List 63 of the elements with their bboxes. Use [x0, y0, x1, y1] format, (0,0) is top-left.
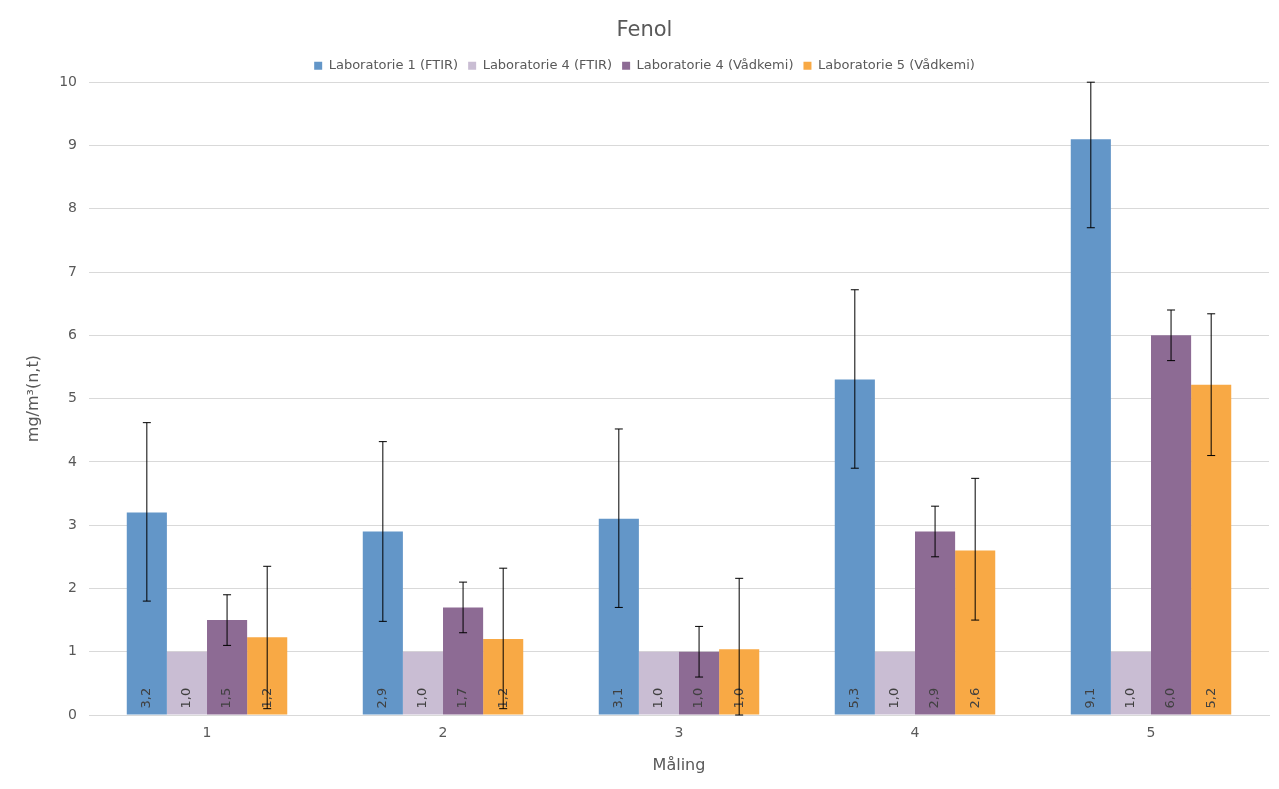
bar [638, 651, 680, 715]
data-label: 1,0 [690, 687, 706, 709]
y-tick-label: 10 [59, 72, 78, 89]
x-tick-label: 3 [674, 724, 684, 741]
y-tick-label: 8 [68, 199, 78, 216]
legend-label: Laboratorie 4 (FTIR) [482, 57, 613, 73]
data-label: 1,0 [650, 687, 666, 709]
data-label: 2,9 [374, 687, 390, 709]
bar [247, 637, 288, 715]
bar [874, 651, 915, 715]
data-label: 1,5 [218, 687, 234, 709]
data-label: 1,0 [178, 687, 194, 709]
y-tick-label: 6 [68, 325, 78, 342]
data-label: 1,0 [730, 687, 746, 709]
bar [443, 607, 484, 715]
chart-title: Fenol [616, 17, 673, 42]
data-label: 1,2 [258, 687, 274, 709]
y-axis-title: mg/m³(n,t) [22, 355, 42, 443]
data-label: 9,1 [1082, 687, 1098, 709]
y-tick-label: 2 [68, 579, 78, 596]
x-tick-label: 4 [910, 724, 920, 741]
data-label: 5,3 [846, 687, 862, 709]
data-label: 1,0 [414, 687, 430, 709]
bar [834, 379, 875, 715]
y-tick-label: 4 [68, 452, 78, 469]
bar [166, 651, 208, 715]
x-tick-label: 5 [1146, 724, 1156, 741]
y-tick-label: 9 [68, 136, 78, 153]
bar [362, 531, 403, 715]
bar [207, 620, 248, 715]
bar [955, 550, 996, 715]
data-label: 2,9 [926, 687, 942, 709]
x-axis-title: Måling [652, 754, 706, 774]
legend-label: Laboratorie 4 (Vådkemi) [636, 57, 794, 73]
bar [483, 639, 524, 715]
legend-label: Laboratorie 1 (FTIR) [328, 57, 459, 73]
y-tick-label: 7 [68, 262, 78, 279]
data-label: 6,0 [1162, 687, 1178, 709]
bar [915, 531, 956, 715]
bar [679, 651, 720, 715]
data-label: 1,0 [1122, 687, 1138, 709]
data-label: 3,1 [610, 687, 626, 709]
y-tick-label: 1 [68, 642, 78, 659]
bar [1110, 651, 1151, 715]
data-label: 3,2 [138, 687, 154, 709]
bar [126, 512, 167, 715]
bar [402, 651, 444, 715]
data-label: 1,2 [494, 687, 510, 709]
bar [1191, 384, 1232, 715]
x-tick-label: 1 [202, 724, 212, 741]
data-label: 1,0 [886, 687, 902, 709]
data-label: 1,7 [454, 687, 470, 709]
data-label: 5,2 [1202, 687, 1218, 709]
bar [598, 518, 639, 715]
y-tick-label: 3 [68, 515, 78, 532]
y-tick-label: 5 [68, 389, 78, 406]
bar [1070, 139, 1111, 715]
bar [1151, 335, 1192, 715]
bar [719, 649, 760, 715]
legend-label: Laboratorie 5 (Vådkemi) [817, 57, 975, 73]
x-tick-label: 2 [438, 724, 448, 741]
data-label: 2,6 [966, 687, 982, 709]
y-tick-label: 0 [68, 705, 78, 722]
